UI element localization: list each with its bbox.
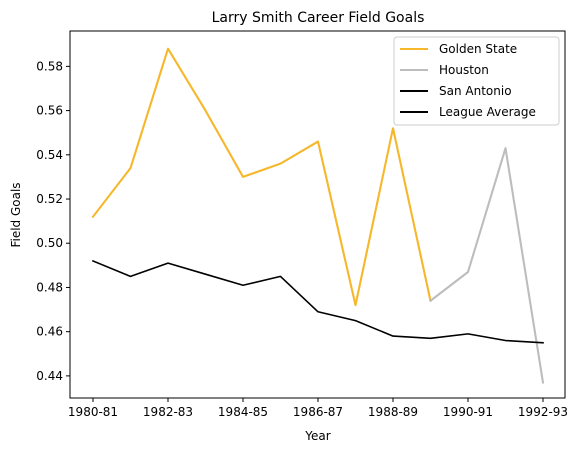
- y-tick-label: 0.58: [36, 59, 63, 73]
- y-tick-label: 0.48: [36, 280, 63, 294]
- x-tick-label: 1982-83: [143, 405, 193, 419]
- x-tick-label: 1992-93: [518, 405, 568, 419]
- y-tick-label: 0.50: [36, 236, 63, 250]
- y-tick-label: 0.56: [36, 104, 63, 118]
- series-line-3: [91, 259, 544, 344]
- y-tick-label: 0.44: [36, 369, 63, 383]
- legend-label-0: Golden State: [439, 42, 517, 56]
- x-tick-label: 1980-81: [68, 405, 118, 419]
- x-tick-label: 1986-87: [293, 405, 343, 419]
- legend-label-2: San Antonio: [439, 84, 512, 98]
- legend-label-3: League Average: [439, 105, 536, 119]
- y-axis-title: Field Goals: [9, 182, 23, 247]
- x-axis-title: Year: [304, 429, 330, 443]
- y-tick-label: 0.52: [36, 192, 63, 206]
- x-tick-label: 1988-89: [368, 405, 418, 419]
- y-tick-label: 0.46: [36, 325, 63, 339]
- legend-box: [393, 36, 560, 126]
- y-tick-label: 0.54: [36, 148, 63, 162]
- x-tick-label: 1984-85: [218, 405, 268, 419]
- x-tick-label: 1990-91: [443, 405, 493, 419]
- chart-title: Larry Smith Career Field Goals: [212, 10, 425, 26]
- series-line-1: [429, 147, 545, 384]
- legend-label-1: Houston: [439, 63, 489, 77]
- series-line-0: [91, 47, 432, 307]
